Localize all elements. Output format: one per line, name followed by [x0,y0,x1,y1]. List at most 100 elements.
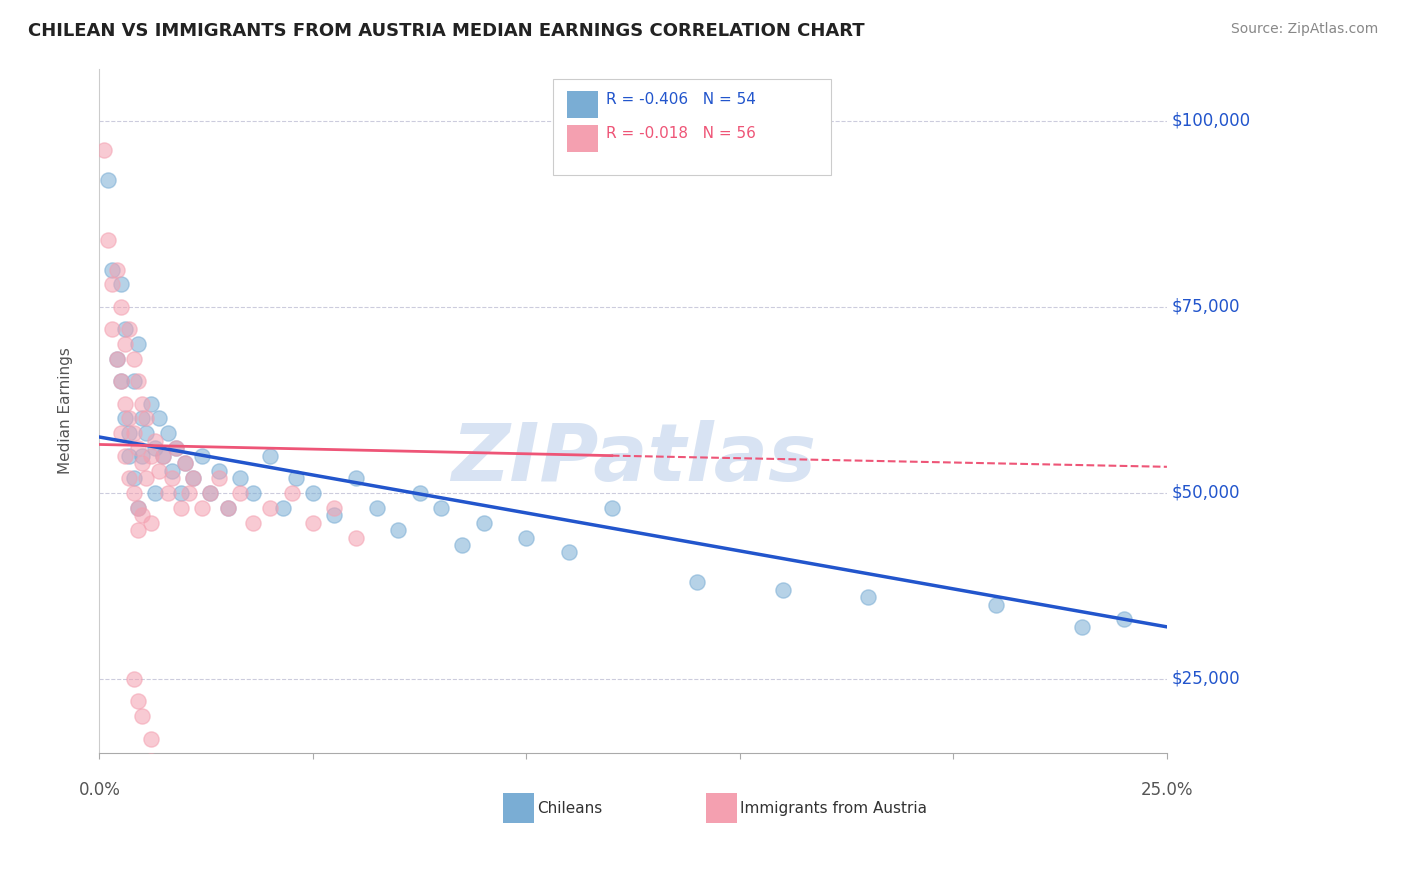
Text: Immigrants from Austria: Immigrants from Austria [740,801,927,815]
Point [387,523,409,537]
Point [344,531,367,545]
Point [127,500,149,515]
Point [600,500,623,515]
Point [131,709,153,723]
Point [131,456,153,470]
FancyBboxPatch shape [567,91,598,118]
Point [366,500,388,515]
Point [208,471,231,485]
Text: R = -0.018   N = 56: R = -0.018 N = 56 [606,126,756,141]
Point [105,351,128,366]
Point [165,441,187,455]
FancyBboxPatch shape [553,78,831,175]
Point [160,463,183,477]
Text: $75,000: $75,000 [1171,298,1240,316]
Text: R = -0.406   N = 54: R = -0.406 N = 54 [606,92,756,107]
Point [217,500,239,515]
Point [93,144,115,158]
Point [110,374,132,388]
Point [143,441,166,455]
Point [169,500,191,515]
Point [173,456,195,470]
Point [156,486,179,500]
Point [105,351,128,366]
Point [118,471,141,485]
Point [191,500,214,515]
Text: ZIPatlas: ZIPatlas [451,420,815,498]
Point [169,486,191,500]
Point [139,731,162,746]
Point [152,449,174,463]
Point [127,374,149,388]
Point [139,449,162,463]
Point [1070,620,1092,634]
Point [139,754,162,768]
Point [152,449,174,463]
Text: CHILEAN VS IMMIGRANTS FROM AUSTRIA MEDIAN EARNINGS CORRELATION CHART: CHILEAN VS IMMIGRANTS FROM AUSTRIA MEDIA… [28,22,865,40]
Point [122,426,145,441]
Point [143,434,166,448]
Point [284,471,307,485]
Point [139,396,162,410]
Point [271,500,294,515]
Point [165,441,187,455]
Text: Source: ZipAtlas.com: Source: ZipAtlas.com [1230,22,1378,37]
Text: $100,000: $100,000 [1171,112,1250,129]
Point [122,351,145,366]
Text: $25,000: $25,000 [1171,670,1240,688]
Point [101,262,124,277]
Point [856,590,879,604]
Point [302,516,325,530]
Point [472,516,495,530]
Point [139,516,162,530]
Point [408,486,430,500]
Point [114,449,136,463]
Point [191,449,214,463]
Text: Chileans: Chileans [537,801,602,815]
Point [118,322,141,336]
Point [131,508,153,523]
Point [114,322,136,336]
Point [200,486,222,500]
Point [118,411,141,425]
Point [127,337,149,351]
Point [177,486,200,500]
Point [772,582,794,597]
Point [105,262,128,277]
Point [323,508,346,523]
Point [1114,612,1136,626]
Point [984,598,1007,612]
Point [135,426,157,441]
Point [97,173,120,187]
Point [110,374,132,388]
Point [114,396,136,410]
Point [131,449,153,463]
Point [160,471,183,485]
Text: $50,000: $50,000 [1171,483,1240,502]
Point [302,486,325,500]
Point [686,575,709,590]
Point [183,471,205,485]
Point [127,523,149,537]
Point [242,516,264,530]
Point [229,471,252,485]
Point [344,471,367,485]
Point [323,500,346,515]
Text: 0.0%: 0.0% [79,780,121,799]
Point [131,396,153,410]
Point [101,322,124,336]
Point [118,449,141,463]
Point [143,486,166,500]
Point [217,500,239,515]
Point [114,411,136,425]
Text: 25.0%: 25.0% [1140,780,1194,799]
Point [122,374,145,388]
Point [110,277,132,292]
Point [101,277,124,292]
Point [135,411,157,425]
Point [173,456,195,470]
Point [131,411,153,425]
Point [200,486,222,500]
Point [127,694,149,708]
Point [208,463,231,477]
